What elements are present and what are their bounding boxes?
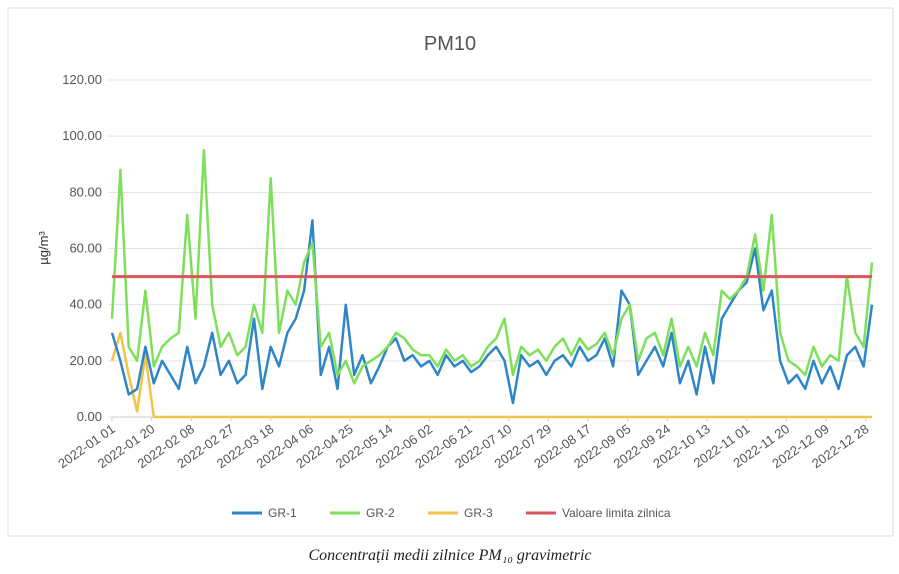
legend-label: GR-3 (464, 506, 493, 520)
y-tick-label: 80.00 (69, 184, 102, 199)
legend-label: GR-2 (366, 506, 395, 520)
legend-label: GR-1 (268, 506, 297, 520)
chart-title: PM10 (424, 33, 476, 55)
caption: Concentrații medii zilnice PM₁₀ gravimet… (308, 547, 591, 564)
y-tick-label: 120.00 (62, 72, 102, 87)
chart-frame (7, 7, 894, 537)
y-tick-label: 20.00 (69, 353, 102, 368)
y-tick-label: 0.00 (77, 409, 102, 424)
y-tick-label: 40.00 (69, 297, 102, 312)
y-tick-label: 100.00 (62, 128, 102, 143)
legend-label: Valoare limita zilnica (562, 506, 671, 520)
y-axis-label: µg/m³ (36, 231, 51, 265)
data-line (110, 331, 872, 419)
data-line (110, 148, 874, 385)
data-line (110, 219, 874, 405)
y-tick-label: 60.00 (69, 241, 102, 256)
